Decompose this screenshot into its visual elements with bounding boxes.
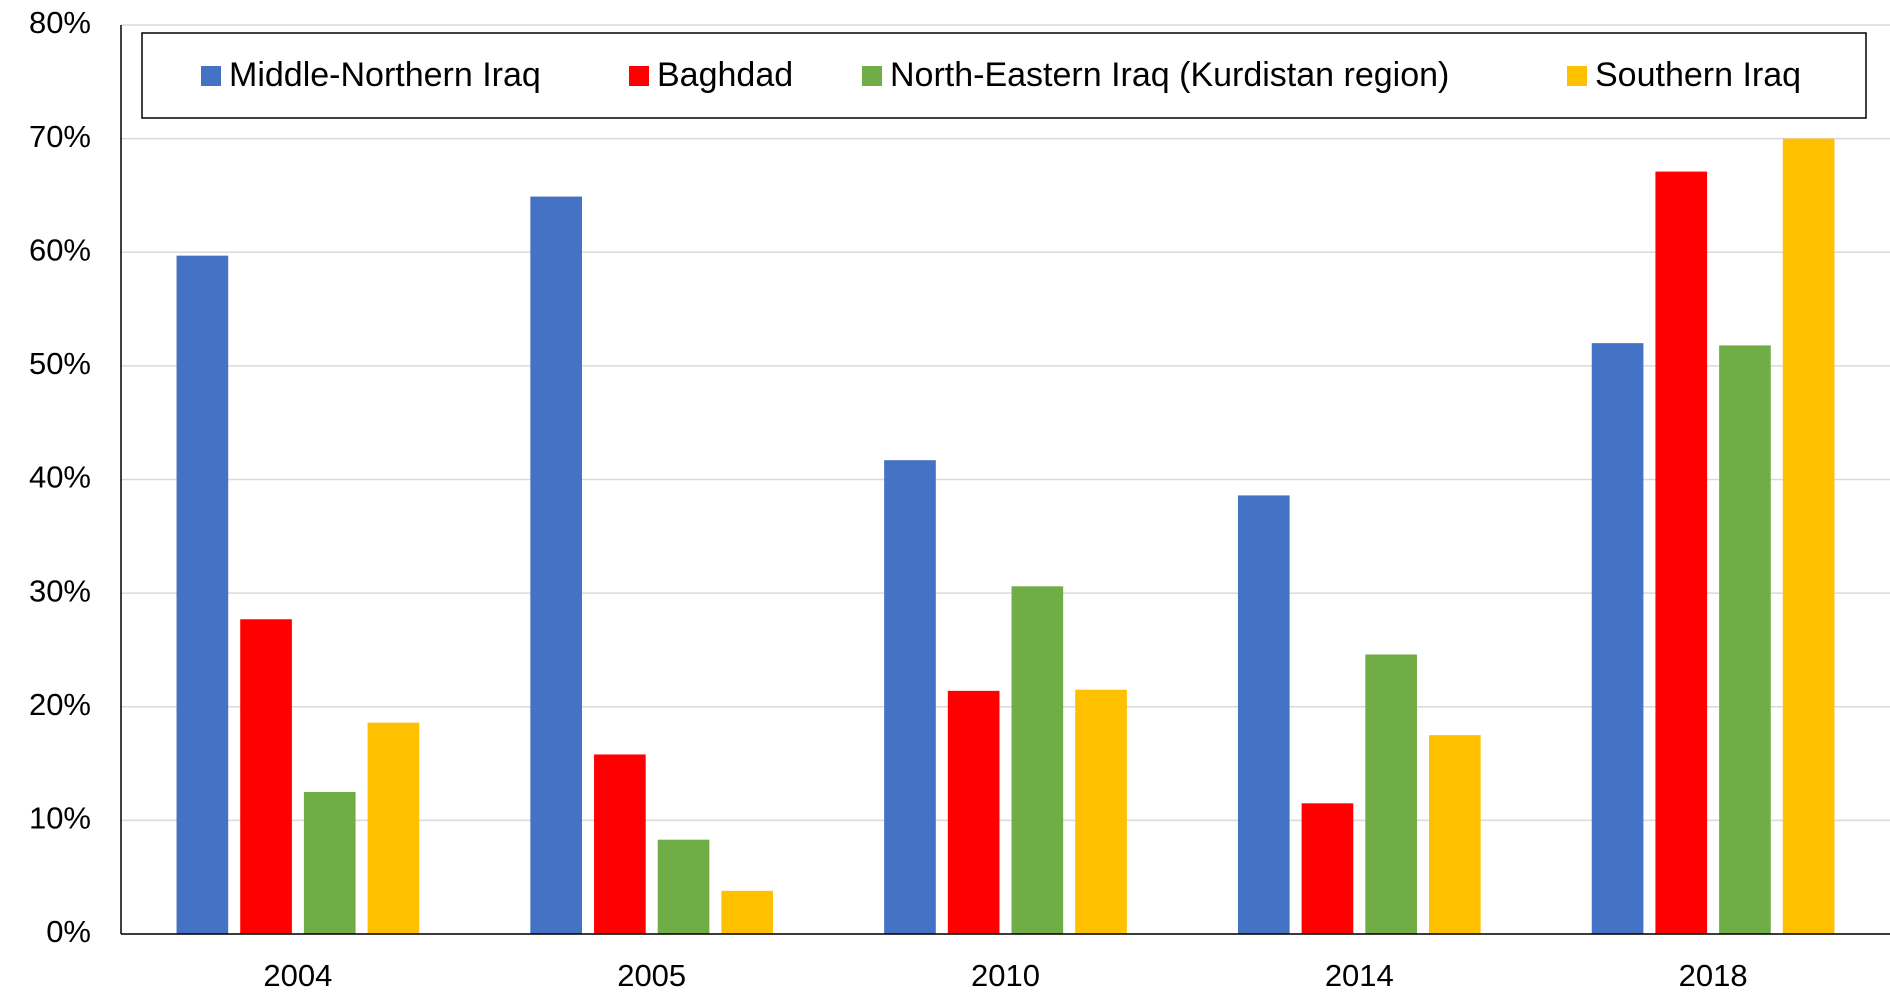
- y-tick-label: 20%: [29, 687, 91, 722]
- bar: [884, 460, 936, 934]
- x-tick-label: 2018: [1679, 958, 1748, 993]
- y-tick-label: 0%: [46, 914, 91, 949]
- bar: [1428, 735, 1481, 934]
- legend-label: North-Eastern Iraq (Kurdistan region): [890, 56, 1449, 94]
- bar: [1782, 138, 1835, 934]
- legend-swatch: [862, 66, 882, 86]
- bar: [947, 690, 1000, 934]
- bar: [367, 722, 420, 934]
- bar: [1301, 803, 1354, 934]
- bar: [1591, 343, 1644, 934]
- legend-swatch: [1567, 66, 1587, 86]
- bar: [594, 754, 646, 934]
- x-tick-label: 2010: [971, 958, 1040, 993]
- legend-label: Middle-Northern Iraq: [229, 56, 541, 94]
- legend-swatch: [201, 66, 221, 86]
- bar: [240, 619, 292, 934]
- bar: [721, 890, 774, 934]
- bar: [1655, 171, 1708, 935]
- y-tick-label: 70%: [29, 119, 91, 154]
- legend-label: Southern Iraq: [1595, 56, 1801, 94]
- x-tick-label: 2004: [263, 958, 332, 993]
- bar: [657, 839, 710, 934]
- y-tick-label: 80%: [29, 5, 91, 40]
- y-tick-label: 30%: [29, 573, 91, 608]
- y-tick-label: 50%: [29, 346, 91, 381]
- bar: [1075, 689, 1127, 934]
- y-tick-label: 10%: [29, 801, 91, 836]
- bar: [530, 196, 583, 935]
- bar: [1237, 495, 1290, 934]
- bar: [303, 791, 356, 934]
- y-tick-label: 40%: [29, 460, 91, 495]
- legend-label: Baghdad: [657, 56, 793, 94]
- bar: [1719, 345, 1771, 934]
- bar: [176, 255, 229, 934]
- x-tick-label: 2005: [617, 958, 686, 993]
- x-tick-label: 2014: [1325, 958, 1394, 993]
- legend-swatch: [629, 66, 649, 86]
- bar: [1365, 654, 1417, 934]
- bar: [1011, 586, 1064, 934]
- y-tick-label: 60%: [29, 232, 91, 267]
